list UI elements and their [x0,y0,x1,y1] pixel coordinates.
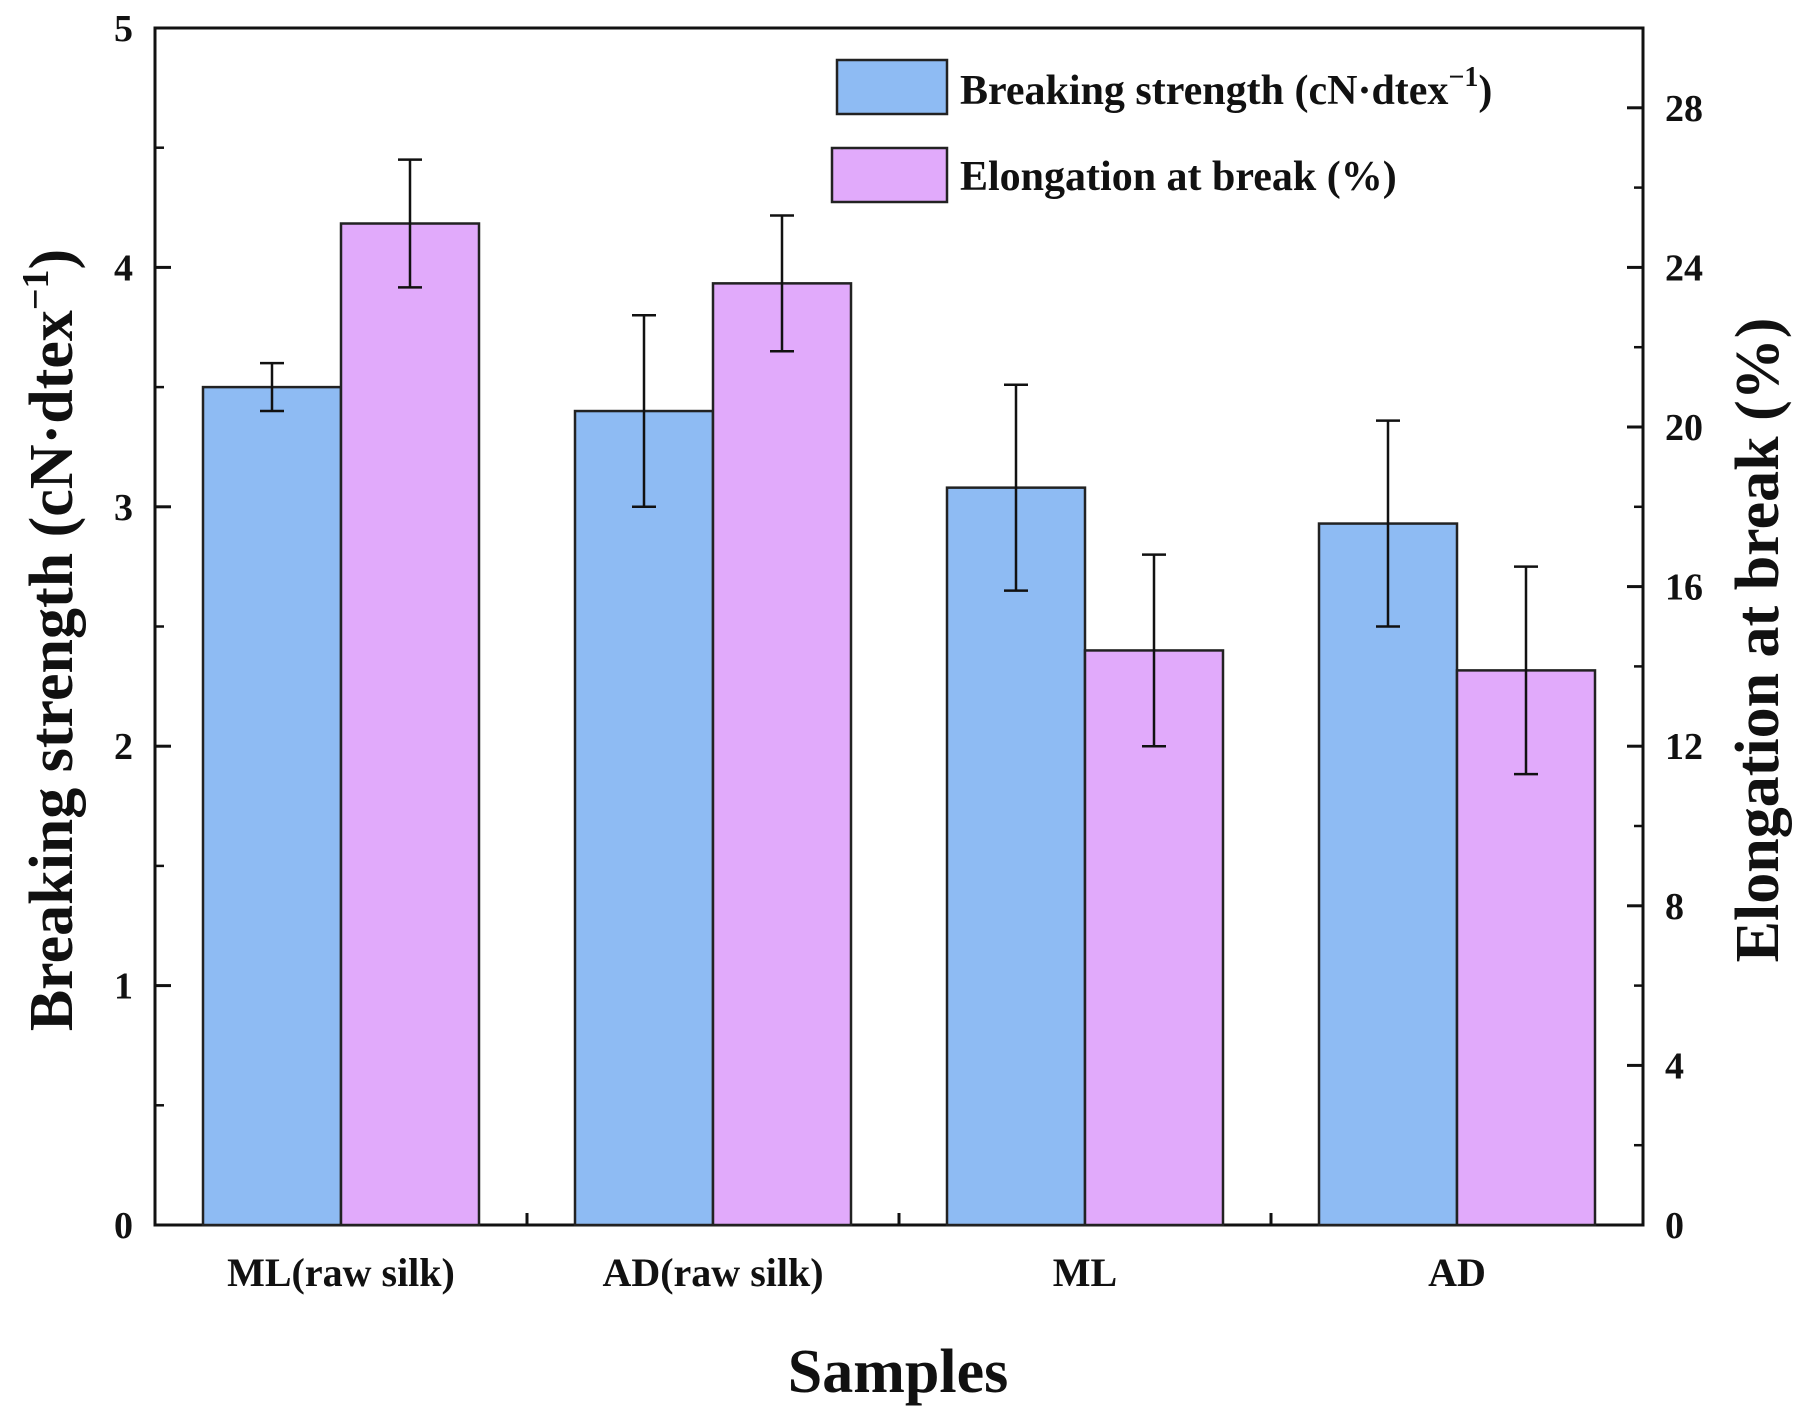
bar-breaking-strength-1 [573,409,715,1227]
x-category-label-1: AD(raw silk) [602,1250,823,1295]
legend-label-breaking-strength: Breaking strength (cN·dtex−1) [960,62,1492,114]
y-tick-label-0: 0 [114,1205,133,1247]
x-axis: ML(raw silk) AD(raw silk) ML AD [227,1213,1486,1295]
left-axis: 0 1 2 3 4 5 [114,8,171,1247]
error-bar-elongation-3 [1514,565,1538,776]
y-tick-label-4: 4 [114,247,133,289]
y-tick-label-3: 3 [114,487,133,529]
error-bar-breaking-strength-0 [260,361,284,413]
y2-axis-title: Elongation at break (%) [1724,318,1792,963]
legend-label-breaking-strength-sup: −1 [1448,62,1478,93]
y-tick-label-5: 5 [114,8,133,50]
y2-tick-label-5: 20 [1665,407,1703,449]
y2-tick-label-6: 24 [1665,247,1703,289]
y2-tick-label-0: 0 [1665,1205,1684,1247]
x-axis-title: Samples [788,1338,1008,1406]
legend-label-breaking-strength-main: Breaking strength (cN·dtex [960,68,1448,114]
error-bar-breaking-strength-3 [1376,419,1400,628]
y-axis-title-sup: −1 [15,269,57,310]
x-category-label-2: ML [1053,1250,1117,1295]
bar-elongation-0 [339,222,481,1227]
y-axis-title-main: Breaking strength (cN·dtex [18,310,86,1031]
x-category-label-0: ML(raw silk) [227,1250,455,1295]
legend-label-breaking-strength-end: ) [1478,68,1492,114]
y-tick-label-1: 1 [114,966,133,1008]
y-axis-title-end: ) [18,249,86,270]
error-bar-elongation-1 [770,214,794,353]
right-axis: 0 4 8 12 16 20 24 28 [1627,26,1703,1247]
y-tick-label-2: 2 [114,726,133,768]
y2-tick-label-3: 12 [1665,726,1703,768]
legend-swatch-elongation [830,146,949,204]
error-bar-breaking-strength-2 [1004,383,1028,592]
error-bar-breaking-strength-1 [632,314,656,509]
bar-breaking-strength-0 [201,385,343,1227]
y2-tick-label-2: 8 [1665,886,1684,928]
y-axis-title: Breaking strength (cN·dtex−1) [15,249,86,1031]
y2-tick-label-4: 16 [1665,567,1703,609]
legend-label-elongation: Elongation at break (%) [960,154,1397,200]
bar-breaking-strength-3 [1317,522,1459,1227]
y2-tick-label-1: 4 [1665,1045,1684,1087]
error-bars-group [260,158,1538,776]
bars-group [201,222,1597,1227]
legend-swatch-breaking-strength [835,58,949,116]
y2-tick-label-7: 28 [1665,88,1703,130]
error-bar-elongation-2 [1142,553,1166,748]
error-bar-elongation-0 [398,158,422,289]
bar-breaking-strength-2 [945,486,1087,1227]
x-category-label-3: AD [1428,1250,1486,1295]
legend: Breaking strength (cN·dtex−1) Elongation… [830,58,1492,204]
bar-elongation-1 [711,282,853,1227]
